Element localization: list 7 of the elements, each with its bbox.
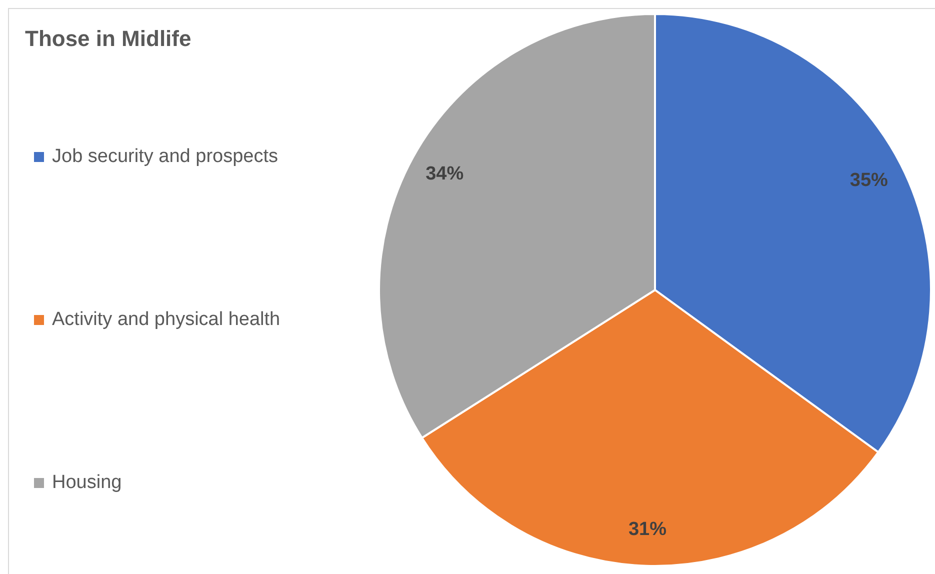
data-label: 35% [850,170,888,192]
legend-label: Job security and prospects [52,146,278,168]
legend-label: Activity and physical health [52,309,280,330]
text: Those in Midlife [25,26,192,51]
legend-label: Housing [52,472,122,494]
data-label: 34% [426,163,464,184]
data-label: 31% [628,519,667,540]
